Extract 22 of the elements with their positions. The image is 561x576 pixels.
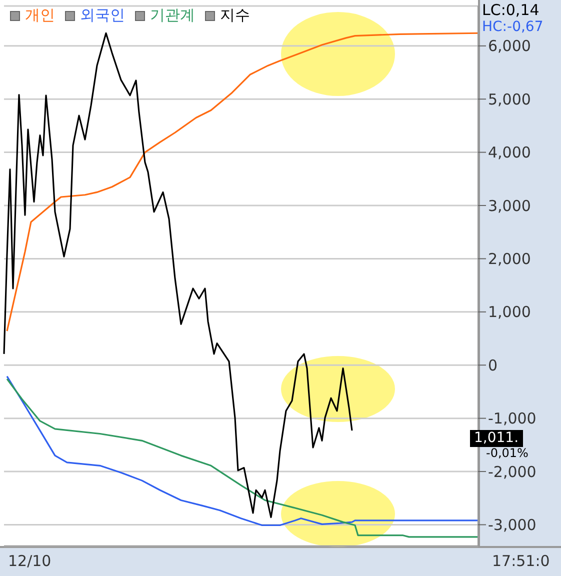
line-series xyxy=(6,32,479,332)
text: 기관계 xyxy=(149,6,195,25)
y-tick-label: -1,000 xyxy=(488,410,536,428)
y-tick-label: -3,000 xyxy=(488,516,536,534)
y-tick-label: 2,000 xyxy=(488,250,531,268)
text: -0,01% xyxy=(486,446,528,460)
annotation: 1,011. xyxy=(470,430,523,447)
text: 17:51:0 xyxy=(492,552,550,570)
text: 개인 xyxy=(24,6,55,25)
text: HC:-0,67 xyxy=(482,19,544,36)
y-tick-label: 1,000 xyxy=(488,303,531,322)
text: 12/10 xyxy=(8,552,52,570)
y-tick-label: 5,000 xyxy=(488,90,531,108)
text: 외국인 xyxy=(79,6,125,25)
y-tick-label: 6,000 xyxy=(488,37,531,56)
y-tick-label: 4,000 xyxy=(488,144,531,162)
text: 지수 xyxy=(219,6,250,25)
line-series xyxy=(3,32,353,518)
y-tick-label: -2,000 xyxy=(488,462,536,481)
y-tick-label: 0 xyxy=(488,356,498,374)
text: LC:0,14 xyxy=(482,1,540,19)
y-tick-label: 3,000 xyxy=(488,196,531,215)
